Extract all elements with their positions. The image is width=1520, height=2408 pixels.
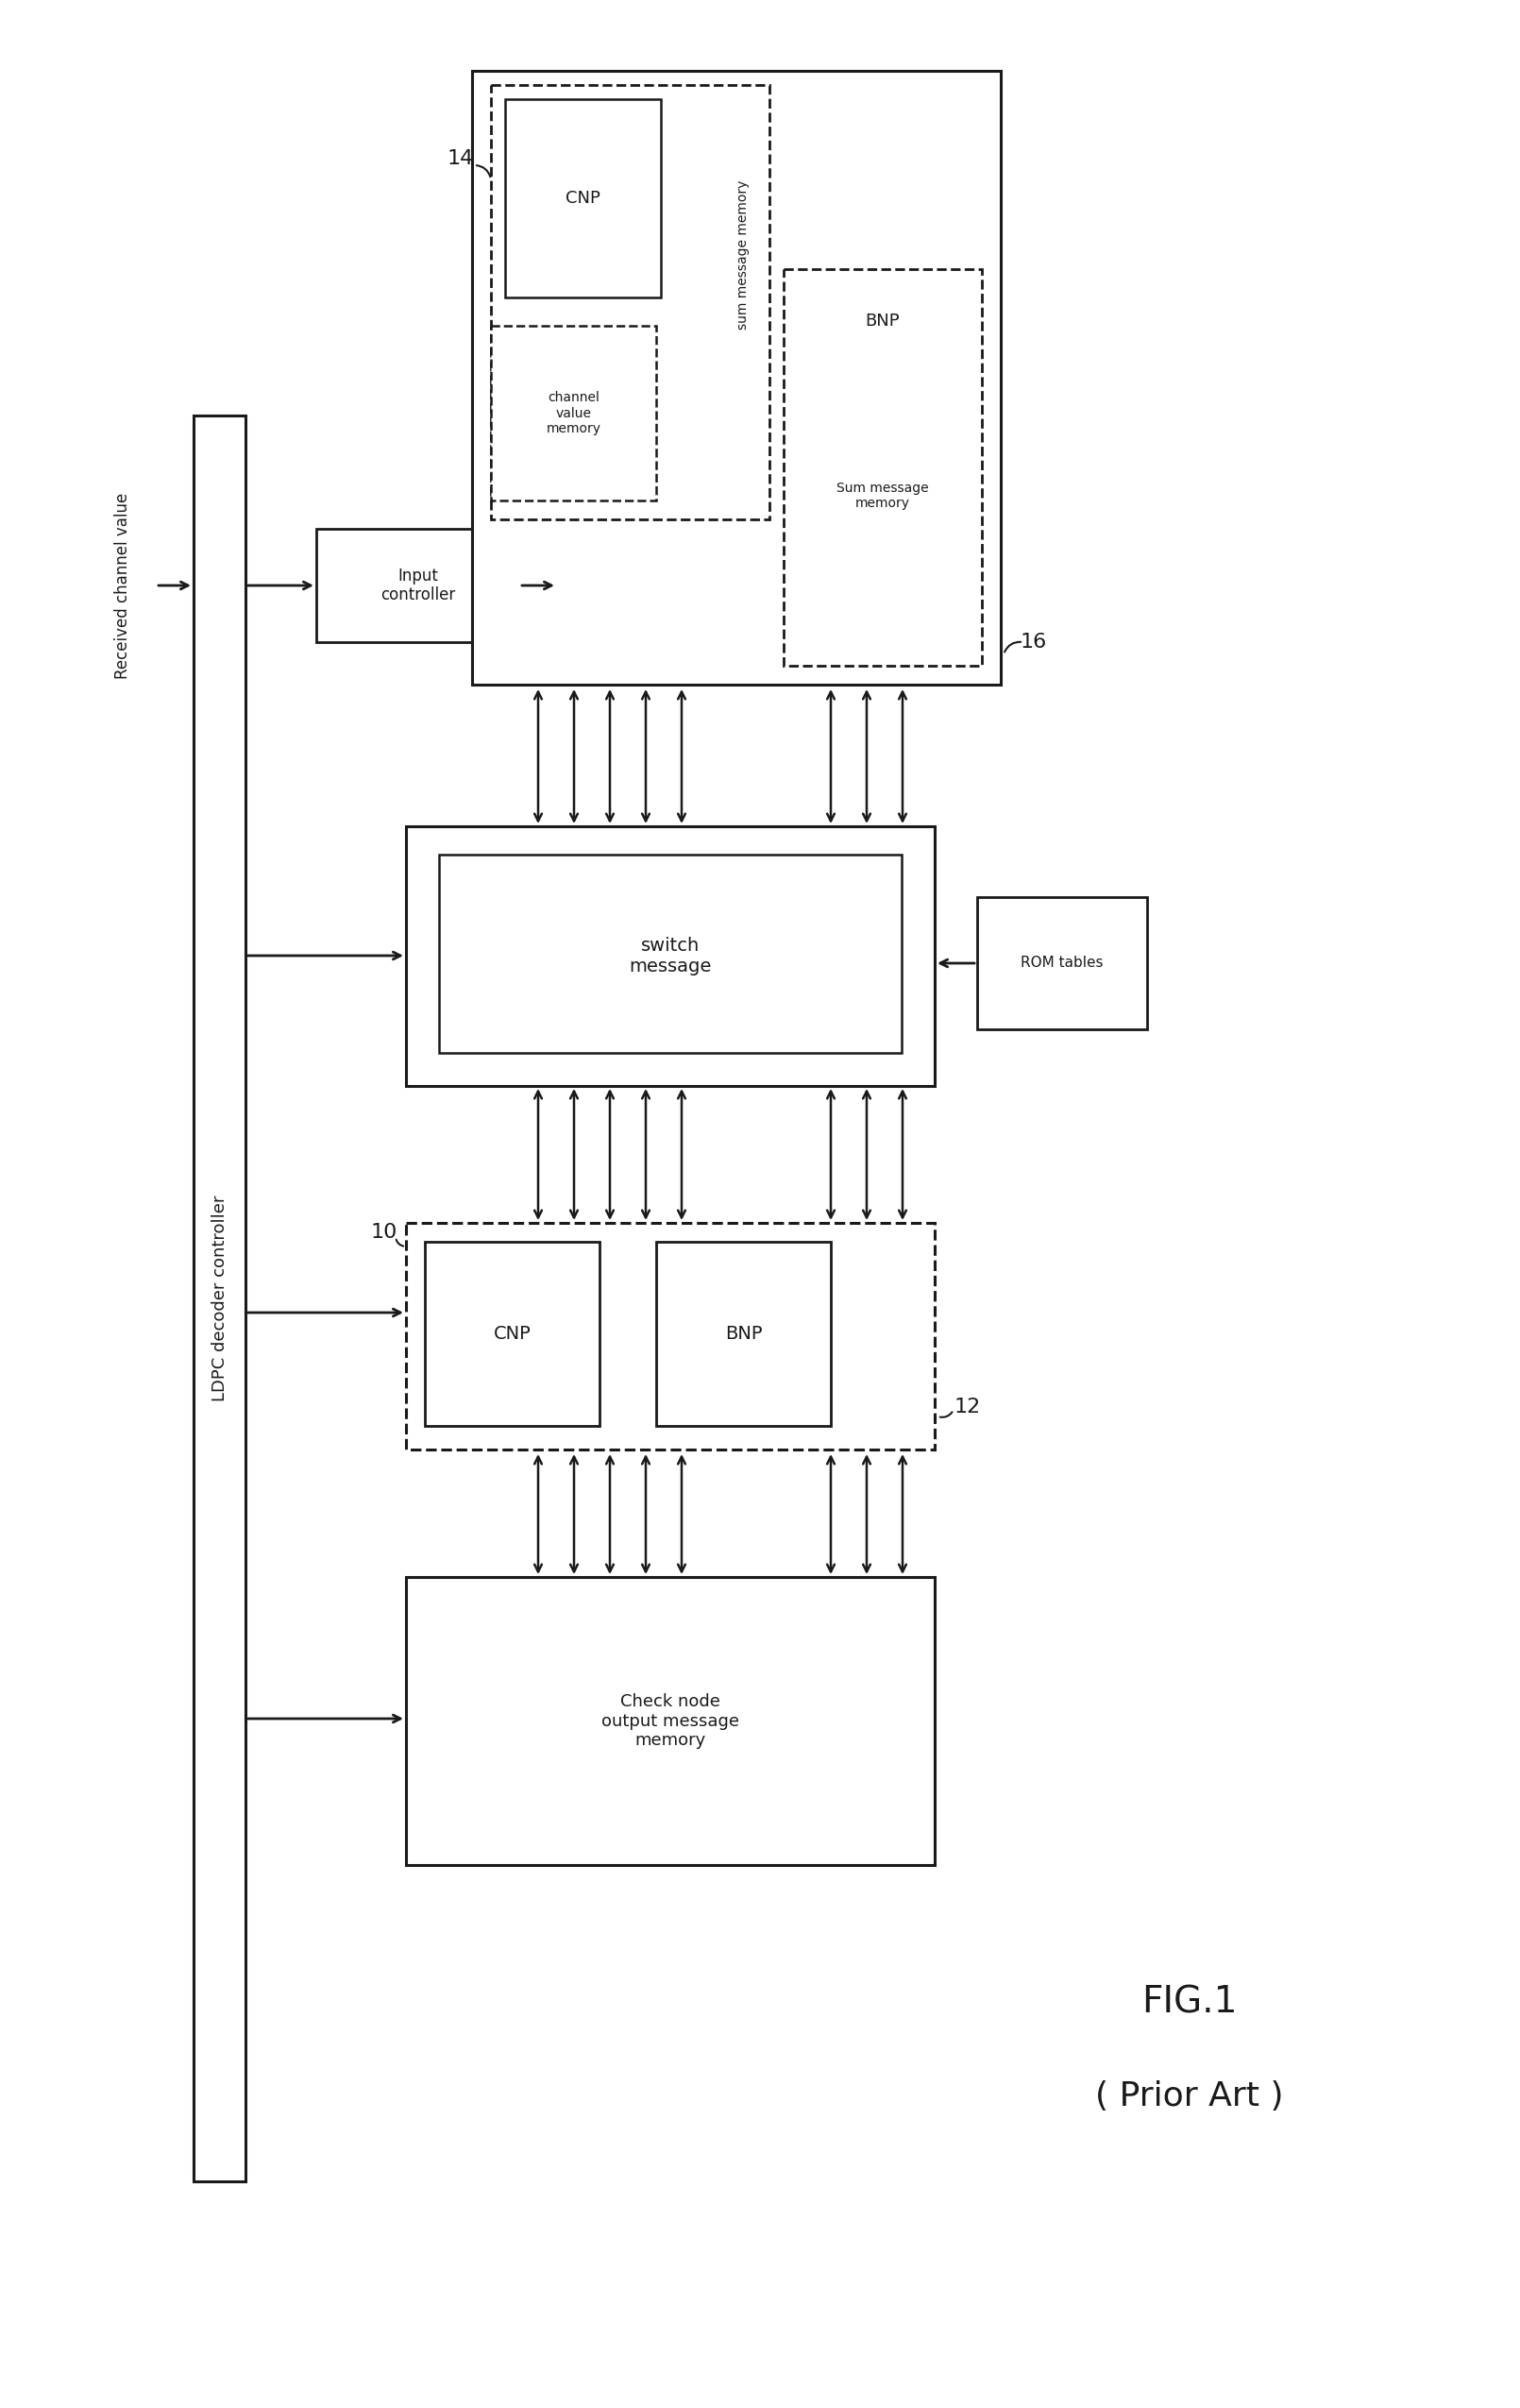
Bar: [977, 898, 1148, 1028]
Bar: [473, 70, 1000, 684]
Text: LDPC decoder controller: LDPC decoder controller: [211, 1194, 228, 1401]
Text: Sum message
memory: Sum message memory: [836, 482, 929, 510]
Text: CNP: CNP: [565, 190, 600, 207]
Text: channel
value
memory: channel value memory: [546, 390, 600, 436]
Bar: [439, 855, 901, 1052]
Text: switch
message: switch message: [629, 937, 711, 975]
Text: 16: 16: [1020, 633, 1047, 653]
Bar: [784, 270, 982, 665]
Text: ROM tables: ROM tables: [1021, 956, 1104, 970]
Bar: [657, 1243, 831, 1426]
Text: sum message memory: sum message memory: [736, 181, 749, 330]
Text: Input
controller: Input controller: [380, 568, 454, 604]
Bar: [505, 99, 661, 299]
Text: 12: 12: [955, 1397, 980, 1416]
Text: BNP: BNP: [725, 1324, 762, 1344]
Bar: [193, 417, 245, 2182]
Bar: [491, 325, 657, 501]
Bar: [406, 1577, 935, 1866]
Bar: [406, 1223, 935, 1450]
Text: 10: 10: [371, 1223, 398, 1243]
Text: ( Prior Art ): ( Prior Art ): [1096, 2081, 1284, 2112]
Text: Received channel value: Received channel value: [114, 491, 131, 679]
Bar: [316, 530, 520, 643]
Bar: [491, 84, 769, 520]
Bar: [406, 826, 935, 1086]
Bar: [426, 1243, 599, 1426]
Text: FIG.1: FIG.1: [1142, 1984, 1237, 2020]
Text: Check node
output message
memory: Check node output message memory: [602, 1693, 739, 1748]
Text: 14: 14: [447, 149, 474, 169]
Text: CNP: CNP: [494, 1324, 530, 1344]
Text: BNP: BNP: [865, 313, 900, 330]
